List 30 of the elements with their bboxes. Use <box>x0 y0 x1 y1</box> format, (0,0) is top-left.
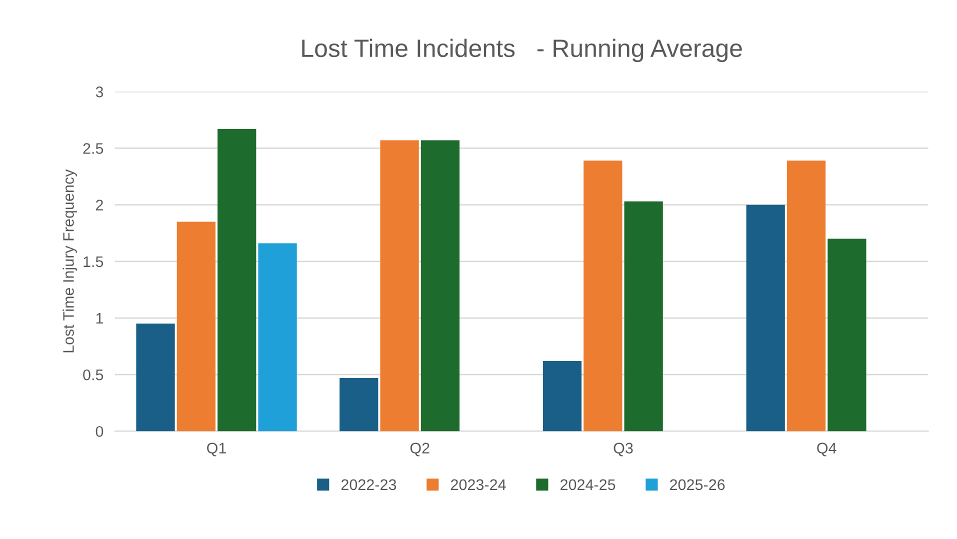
y-axis-title: Lost Time Injury Frequency <box>62 169 77 352</box>
y-tick-label: 1.5 <box>84 256 104 268</box>
y-tick-label: 2.5 <box>83 143 104 154</box>
y-tick-label: 0 <box>96 426 104 437</box>
x-tick-label: Q4 <box>817 442 836 456</box>
bar <box>420 140 460 432</box>
bar <box>340 378 378 432</box>
legend-label: 2025-26 <box>670 479 725 490</box>
legend-label: 2023-24 <box>450 479 506 490</box>
x-tick-label: Q2 <box>410 442 430 456</box>
y-tick-label: 3 <box>96 86 104 98</box>
bar <box>542 361 582 432</box>
bar <box>380 140 419 432</box>
y-tick-label: 1 <box>96 313 103 324</box>
legend-label: 2022-23 <box>341 479 396 490</box>
y-tick-label: 2 <box>96 200 103 210</box>
x-tick-label: Q1 <box>207 442 226 456</box>
bar <box>786 160 826 432</box>
bar <box>584 160 622 432</box>
bar <box>746 204 785 432</box>
legend-label: 2024-25 <box>560 479 616 490</box>
chart-title: Lost Time Incidents - Running Average <box>302 38 742 62</box>
bar <box>218 128 256 432</box>
bar <box>258 243 297 432</box>
bar <box>828 238 866 432</box>
y-tick-label: 0.5 <box>83 369 104 380</box>
bar <box>176 222 216 432</box>
x-tick-label: Q3 <box>614 442 633 456</box>
bar <box>624 201 663 432</box>
bar <box>136 324 175 432</box>
